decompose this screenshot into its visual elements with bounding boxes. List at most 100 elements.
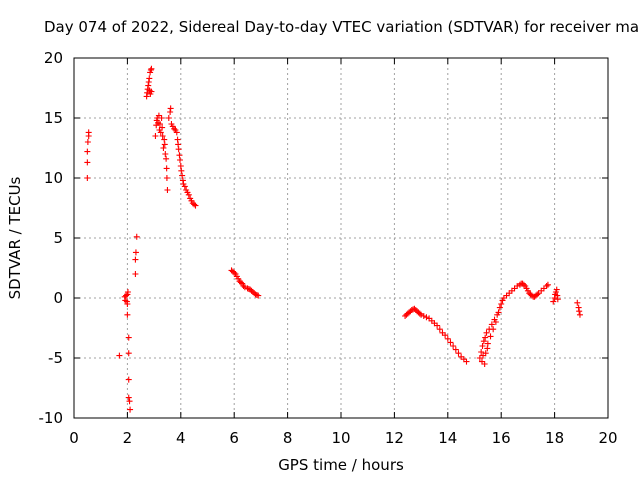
- data-point: [161, 141, 168, 148]
- data-point: [463, 358, 470, 365]
- data-point: [152, 133, 159, 139]
- data-point: [171, 125, 178, 132]
- y-tick-label: -10: [39, 409, 64, 427]
- data-point: [125, 350, 132, 357]
- axis-ticks: [73, 57, 609, 419]
- data-point: [442, 332, 449, 339]
- data-point: [176, 157, 183, 163]
- data-point: [483, 329, 490, 336]
- x-tick-label: 4: [176, 429, 186, 447]
- data-point: [157, 129, 164, 136]
- data-point: [125, 376, 132, 383]
- data-point: [126, 398, 133, 405]
- x-tick-label: 18: [545, 429, 564, 447]
- chart-title: Day 074 of 2022, Sidereal Day-to-day VTE…: [44, 18, 640, 36]
- data-point: [520, 281, 527, 288]
- data-point: [132, 249, 139, 256]
- y-tick-label: 20: [44, 49, 63, 67]
- x-tick-label: 6: [229, 429, 239, 447]
- y-tick-label: 10: [44, 169, 63, 187]
- data-point: [253, 292, 260, 298]
- data-point: [84, 148, 91, 155]
- data-point: [85, 129, 92, 136]
- data-point: [164, 187, 171, 193]
- data-point: [481, 361, 488, 367]
- data-point: [162, 151, 169, 157]
- data-point: [487, 333, 494, 340]
- data-point: [165, 115, 172, 121]
- data-point: [132, 271, 139, 277]
- data-point: [163, 165, 170, 172]
- data-point: [478, 349, 485, 355]
- data-point: [482, 350, 489, 357]
- data-point: [252, 291, 259, 298]
- data-point: [496, 304, 503, 311]
- data-point: [480, 338, 487, 345]
- data-point: [237, 279, 244, 286]
- data-point: [192, 202, 199, 209]
- data-point: [84, 175, 91, 181]
- data-point: [514, 283, 521, 289]
- x-tick-label: 14: [438, 429, 457, 447]
- data-point: [124, 301, 131, 307]
- data-point: [452, 346, 459, 353]
- data-point: [255, 292, 262, 299]
- data-point: [534, 291, 541, 298]
- x-tick-label: 8: [283, 429, 293, 447]
- data-point: [576, 311, 583, 318]
- data-point: [574, 299, 581, 306]
- data-point: [554, 296, 561, 303]
- y-tick-label: 0: [53, 289, 63, 307]
- data-point: [498, 301, 505, 307]
- data-point: [167, 105, 174, 112]
- x-tick-label: 2: [123, 429, 133, 447]
- data-point: [476, 355, 483, 361]
- data-point: [436, 326, 443, 333]
- data-point: [124, 289, 131, 295]
- data-point: [148, 88, 155, 95]
- data-points: [84, 65, 583, 413]
- data-point: [488, 321, 495, 328]
- data-point: [423, 314, 430, 321]
- data-point: [482, 334, 489, 341]
- x-tick-label: 20: [598, 429, 617, 447]
- data-point: [447, 339, 454, 346]
- data-point: [175, 146, 182, 153]
- data-point: [244, 285, 251, 292]
- data-point: [163, 175, 170, 181]
- data-point: [450, 343, 457, 349]
- data-point: [553, 286, 560, 293]
- data-point: [125, 334, 132, 341]
- x-tick-label: 10: [331, 429, 350, 447]
- data-point: [484, 340, 491, 347]
- data-point: [133, 233, 140, 240]
- data-point: [241, 284, 248, 291]
- x-tick-label: 12: [385, 429, 404, 447]
- data-point: [544, 281, 551, 288]
- data-point: [124, 311, 131, 318]
- data-point: [495, 309, 502, 316]
- data-point: [127, 406, 134, 413]
- grid-lines: [74, 58, 608, 418]
- data-point: [185, 191, 192, 198]
- x-tick-label: 0: [69, 429, 79, 447]
- y-tick-label: 5: [53, 229, 63, 247]
- data-point: [444, 335, 451, 342]
- data-point: [84, 139, 91, 145]
- data-point: [492, 319, 499, 325]
- data-point: [178, 167, 185, 174]
- data-point: [132, 256, 139, 263]
- x-tick-labels: 0 2 4 6 8 10 12 14 16 18 20: [69, 429, 617, 447]
- data-point: [550, 298, 557, 305]
- data-point: [434, 322, 441, 329]
- data-point: [410, 306, 417, 313]
- y-axis-title: SDTVAR / TECUs: [6, 176, 24, 299]
- data-point: [146, 75, 153, 82]
- data-point: [191, 201, 198, 208]
- data-point: [173, 129, 180, 136]
- data-point: [416, 310, 423, 317]
- data-point: [125, 394, 132, 401]
- data-point: [420, 313, 427, 319]
- data-point: [148, 65, 155, 72]
